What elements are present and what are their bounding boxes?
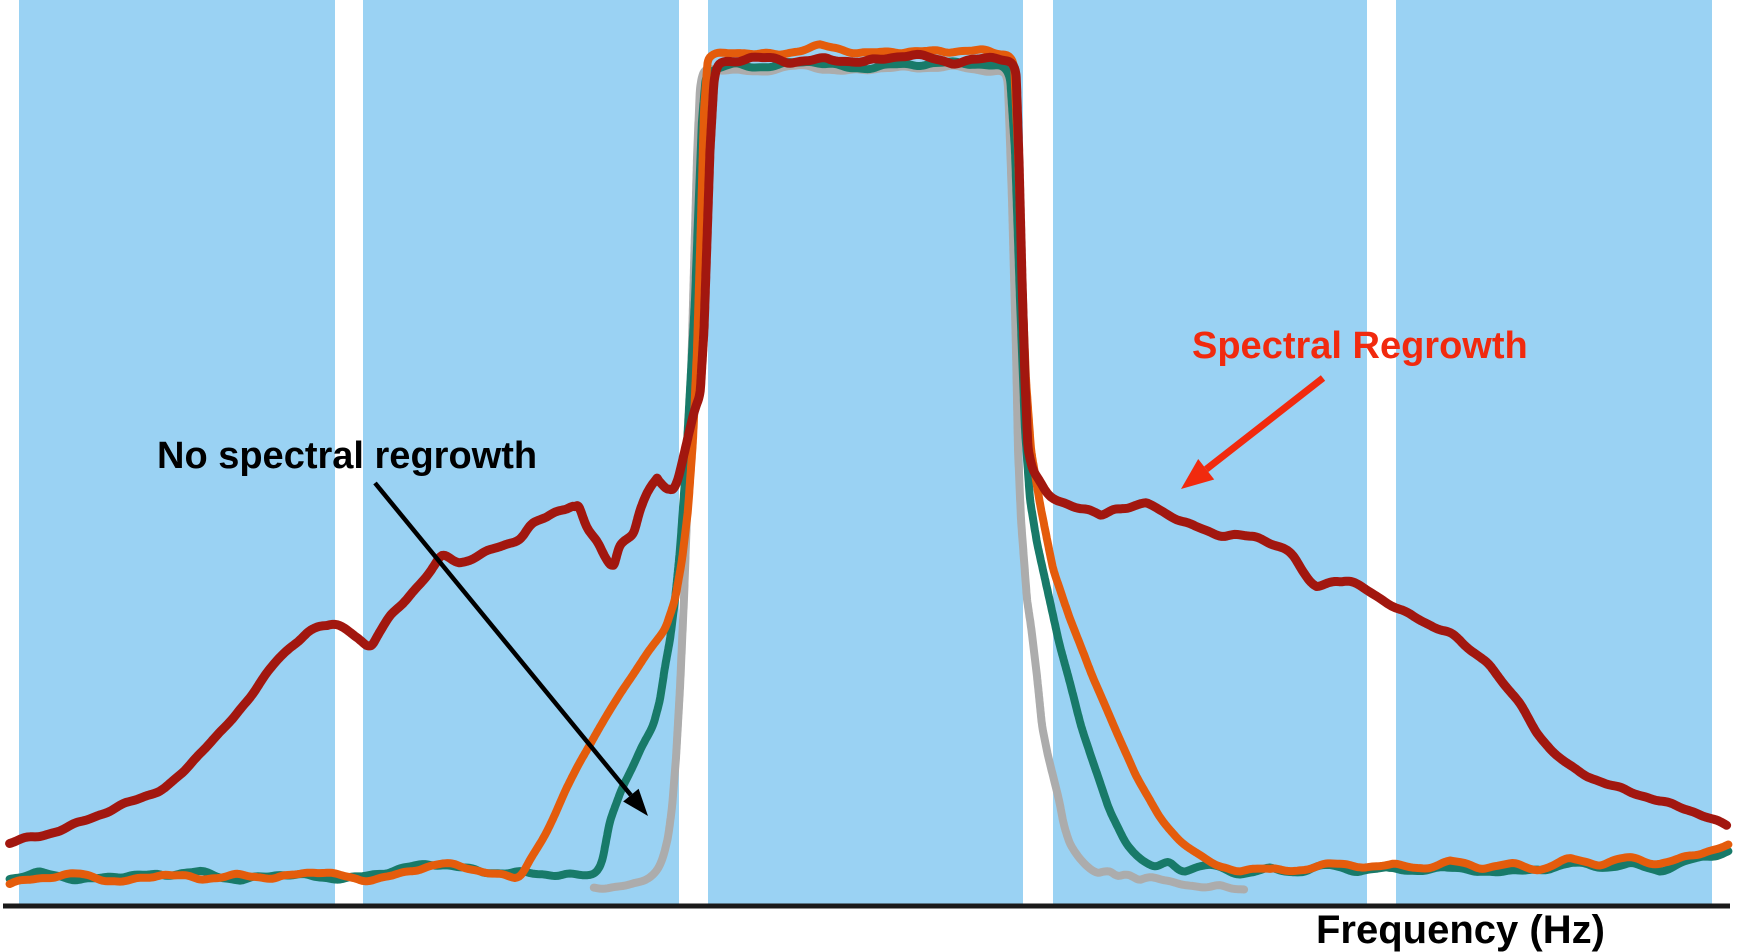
black-arrow-line [373, 481, 633, 797]
annotation-spectral-regrowth: Spectral Regrowth [1192, 325, 1528, 367]
x-axis-label: Frequency (Hz) [1316, 908, 1605, 952]
channel-band [19, 0, 335, 904]
channel-band [708, 0, 1023, 904]
red-arrow-line [1204, 375, 1326, 473]
red-arrow-head [1181, 459, 1215, 489]
black-arrow-head [623, 788, 648, 816]
series-spectral-regrowth-darkred [5, 49, 1732, 848]
channel-band [1053, 0, 1367, 904]
channel-band [1396, 0, 1712, 904]
channel-band [363, 0, 679, 904]
series-no-regrowth-orange [5, 40, 1733, 888]
annotation-no-spectral-regrowth: No spectral regrowth [157, 435, 538, 477]
